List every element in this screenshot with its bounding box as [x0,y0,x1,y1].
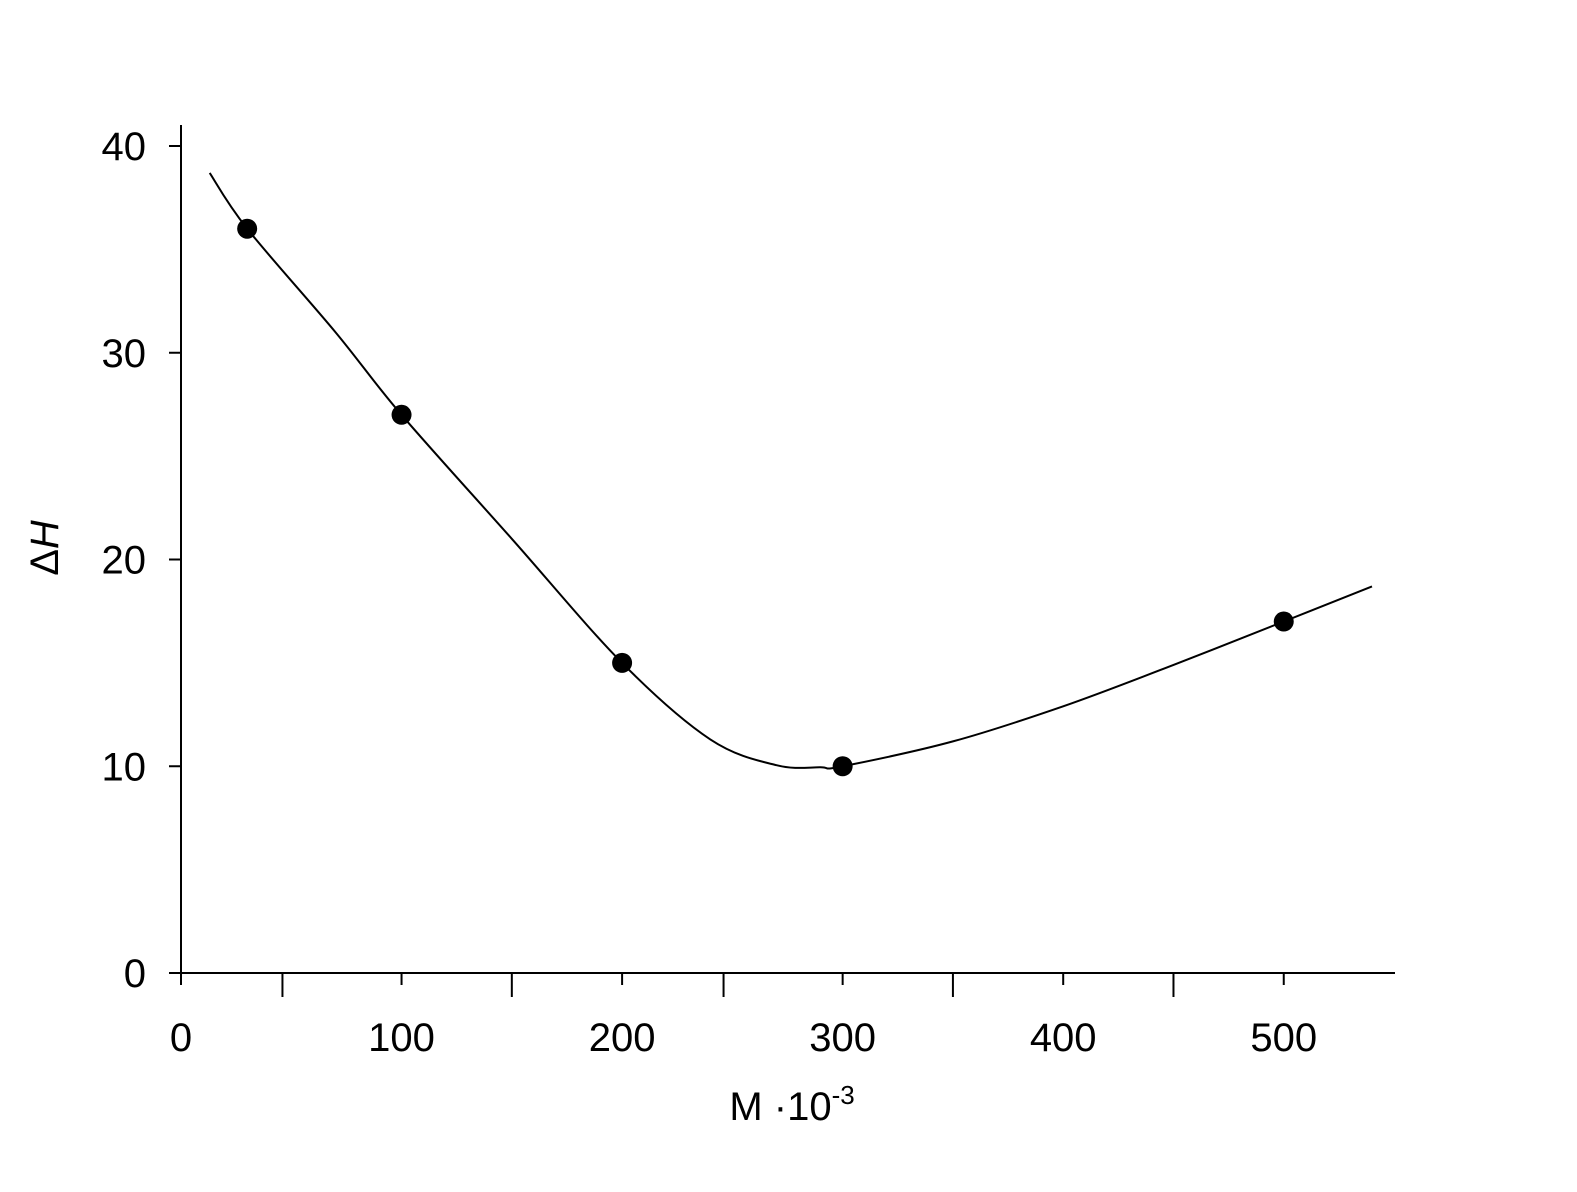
y-axis-title: ΔH [23,520,67,576]
y-axis-ticks: 0 10 20 30 40 [102,125,181,996]
data-point [612,652,633,673]
data-points [237,218,1294,777]
y-tick-label: 30 [102,332,147,376]
x-tick-label: 100 [368,1016,435,1060]
data-point [237,218,258,239]
x-axis-ticks: 0 100 200 300 400 500 [170,973,1317,1060]
x-tick-label: 200 [589,1016,656,1060]
fit-curve [208,172,1373,770]
x-tick-label: 300 [809,1016,876,1060]
data-point [832,756,853,777]
data-point [391,404,412,425]
x-tick-label: 400 [1030,1016,1097,1060]
y-tick-label: 10 [102,745,147,789]
y-tick-label: 40 [102,125,147,169]
x-tick-label: 500 [1250,1016,1317,1060]
y-tick-label: 20 [102,539,147,583]
x-tick-label: 0 [170,1016,192,1060]
y-tick-label: 0 [124,952,146,996]
data-point [1273,611,1294,632]
x-axis-title: M ·10-3 [729,1080,854,1129]
